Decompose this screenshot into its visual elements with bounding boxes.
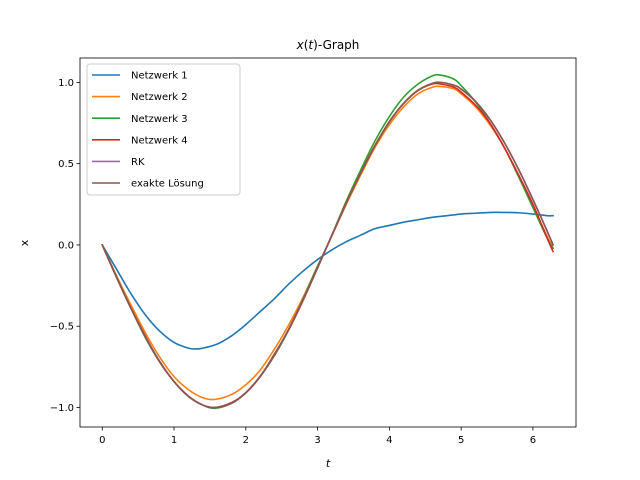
x-tick-label: 2 <box>243 435 249 446</box>
legend-label-netzwerk-1: Netzwerk 1 <box>131 71 188 82</box>
series-line-exakte-l-sung <box>101 81 555 409</box>
y-tick-label: 1.0 <box>58 78 74 89</box>
y-tick-label: 0.0 <box>58 240 74 251</box>
title-var: x <box>296 38 305 52</box>
title-t: t <box>308 38 314 52</box>
y-axis-label: x <box>18 239 31 246</box>
x-axis-label: t <box>326 457 331 470</box>
plot-area <box>101 73 555 410</box>
legend-label-netzwerk-3: Netzwerk 3 <box>131 114 188 125</box>
y-axis: −1.0 −0.5 0.0 0.5 1.0 <box>50 78 80 414</box>
legend-label-netzwerk-4: Netzwerk 4 <box>131 135 188 146</box>
axes-frame <box>79 57 577 428</box>
series-line-netzwerk-1 <box>101 211 554 350</box>
legend-box <box>86 63 241 196</box>
title-close: ) <box>313 38 318 52</box>
x-tick-label: 3 <box>314 435 320 446</box>
legend-label-rk: RK <box>131 157 145 168</box>
y-tick-label: −1.0 <box>50 403 74 414</box>
title-suffix: -Graph <box>318 38 360 52</box>
x-tick-label: 6 <box>530 435 536 446</box>
legend: Netzwerk 1 Netzwerk 2 Netzwerk 3 Netzwerk 4… <box>86 63 241 196</box>
y-tick-label: 0.5 <box>58 159 74 170</box>
legend-label-exakte-l-sung: exakte Lösung <box>131 179 204 190</box>
x-axis: 0 1 2 3 4 5 6 <box>99 427 536 446</box>
x-tick-label: 0 <box>99 435 105 446</box>
chart-title: x(t)-Graph <box>296 38 360 52</box>
x-tick-label: 5 <box>458 435 464 446</box>
x-tick-label: 1 <box>171 435 177 446</box>
title-open: ( <box>304 38 309 52</box>
y-tick-label: −0.5 <box>50 322 74 333</box>
x-tick-label: 4 <box>386 435 392 446</box>
series-layer <box>101 73 555 410</box>
legend-label-netzwerk-2: Netzwerk 2 <box>131 92 188 103</box>
